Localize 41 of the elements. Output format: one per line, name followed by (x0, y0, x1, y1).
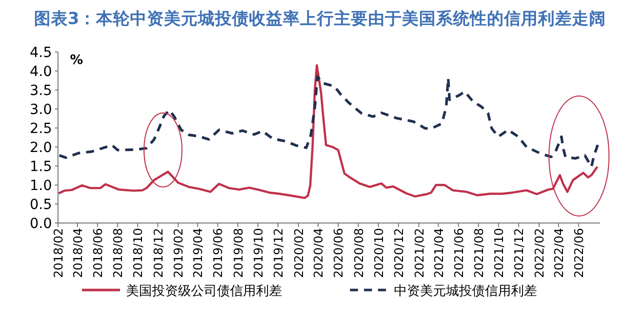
x-tick-label: 2018/04 (70, 228, 85, 278)
y-tick-label: 1.5 (30, 159, 52, 175)
y-tick-label: 0.5 (30, 197, 52, 213)
x-tick-label: 2020/02 (292, 228, 306, 278)
x-tick-label: 2021/12 (512, 228, 526, 278)
legend-label: 中资美元城投债信用利差 (394, 283, 537, 299)
y-tick-label: 1.0 (30, 178, 52, 194)
x-tick-label: 2022/04 (552, 228, 566, 278)
x-tick-label: 2020/04 (312, 228, 326, 278)
x-tick-label: 2020/08 (352, 228, 366, 278)
x-tick-label: 2021/08 (472, 228, 486, 278)
x-tick-label: 2021/06 (452, 228, 466, 278)
y-axis-title: % (70, 53, 84, 68)
chart-title: 图表3：本轮中资美元城投债收益率上行主要由于美国系统性的信用利差走阔 (34, 9, 606, 28)
y-tick-label: 2.0 (30, 140, 52, 156)
x-tick-label: 2019/08 (231, 228, 246, 278)
y-tick-label: 0.0 (30, 216, 52, 232)
x-tick-label: 2018/10 (131, 228, 146, 278)
legend-label: 美国投资级公司债信用利差 (126, 283, 282, 299)
x-tick-label: 2020/06 (332, 228, 346, 278)
x-tick-label: 2019/10 (251, 228, 266, 278)
y-tick-label: 3.0 (30, 102, 52, 118)
y-tick-label: 3.5 (30, 83, 52, 99)
x-tick-label: 2021/10 (492, 228, 506, 278)
x-tick-label: 2019/06 (211, 228, 226, 278)
x-tick-label: 2018/06 (91, 228, 106, 278)
x-tick-label: 2018/02 (52, 228, 66, 278)
x-tick-label: 2019/12 (271, 228, 286, 278)
x-tick-label: 2021/04 (432, 228, 446, 278)
x-tick-label: 2019/02 (172, 228, 186, 278)
y-tick-label: 2.5 (30, 121, 52, 137)
x-tick-label: 2020/10 (372, 228, 386, 278)
x-tick-label: 2019/04 (191, 228, 206, 278)
x-tick-label: 2022/02 (532, 228, 547, 278)
y-tick-label: 4.0 (30, 64, 52, 80)
x-tick-label: 2018/08 (111, 228, 126, 278)
x-tick-label: 2022/06 (572, 228, 586, 278)
x-tick-label: 2020/12 (392, 228, 406, 278)
x-tick-label: 2021/02 (412, 228, 426, 278)
x-tick-label: 2018/12 (151, 228, 166, 278)
y-tick-label: 4.5 (30, 45, 52, 61)
